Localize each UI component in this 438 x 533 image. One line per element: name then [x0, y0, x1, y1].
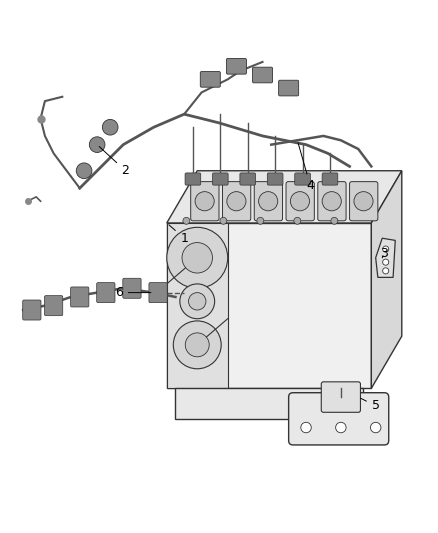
FancyBboxPatch shape	[185, 173, 201, 185]
FancyBboxPatch shape	[286, 182, 314, 221]
Text: 5: 5	[361, 398, 380, 412]
FancyBboxPatch shape	[322, 173, 338, 185]
FancyBboxPatch shape	[97, 282, 115, 303]
Circle shape	[227, 192, 246, 211]
FancyBboxPatch shape	[253, 67, 272, 83]
Circle shape	[182, 243, 212, 273]
FancyBboxPatch shape	[212, 173, 228, 185]
Circle shape	[301, 422, 311, 433]
Circle shape	[383, 268, 389, 274]
Text: 4: 4	[298, 143, 314, 192]
Polygon shape	[167, 171, 402, 223]
Text: 6: 6	[115, 286, 151, 299]
Text: 2: 2	[99, 147, 129, 177]
Circle shape	[294, 217, 301, 224]
Text: 3: 3	[381, 247, 389, 260]
Circle shape	[383, 246, 389, 252]
Polygon shape	[167, 223, 371, 389]
FancyBboxPatch shape	[200, 71, 220, 87]
FancyBboxPatch shape	[240, 173, 255, 185]
Circle shape	[102, 119, 118, 135]
FancyBboxPatch shape	[295, 173, 311, 185]
Circle shape	[180, 284, 215, 319]
Circle shape	[383, 259, 389, 265]
Circle shape	[173, 321, 221, 369]
FancyBboxPatch shape	[289, 393, 389, 445]
Circle shape	[322, 192, 341, 211]
FancyBboxPatch shape	[279, 80, 299, 96]
Circle shape	[195, 192, 214, 211]
Circle shape	[188, 293, 206, 310]
FancyBboxPatch shape	[71, 287, 89, 307]
FancyBboxPatch shape	[123, 278, 141, 298]
FancyBboxPatch shape	[191, 182, 219, 221]
FancyBboxPatch shape	[223, 182, 251, 221]
FancyBboxPatch shape	[321, 382, 360, 413]
Circle shape	[354, 192, 373, 211]
Circle shape	[331, 217, 338, 224]
Circle shape	[185, 333, 209, 357]
Circle shape	[290, 192, 310, 211]
Circle shape	[220, 217, 227, 224]
Circle shape	[76, 163, 92, 179]
Polygon shape	[176, 389, 363, 419]
Circle shape	[371, 422, 381, 433]
FancyBboxPatch shape	[318, 182, 346, 221]
Circle shape	[257, 217, 264, 224]
Text: 1: 1	[169, 225, 188, 245]
FancyBboxPatch shape	[149, 282, 167, 303]
Circle shape	[89, 137, 105, 152]
Polygon shape	[376, 238, 395, 277]
Circle shape	[183, 217, 190, 224]
Polygon shape	[167, 223, 228, 389]
FancyBboxPatch shape	[23, 300, 41, 320]
Circle shape	[336, 422, 346, 433]
FancyBboxPatch shape	[350, 182, 378, 221]
Circle shape	[258, 192, 278, 211]
FancyBboxPatch shape	[254, 182, 283, 221]
FancyBboxPatch shape	[267, 173, 283, 185]
Polygon shape	[371, 171, 402, 389]
Circle shape	[167, 228, 228, 288]
FancyBboxPatch shape	[45, 296, 63, 316]
FancyBboxPatch shape	[226, 59, 247, 74]
